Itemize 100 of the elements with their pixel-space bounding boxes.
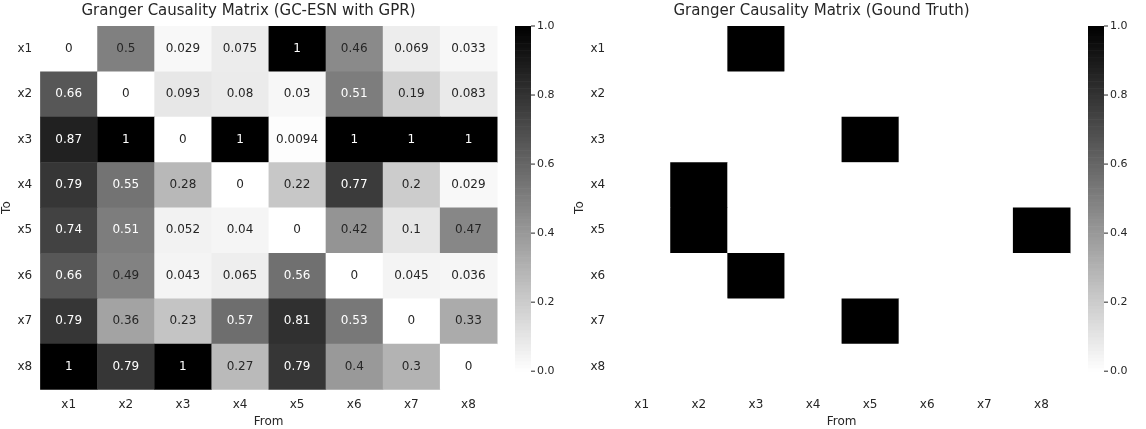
data-label: 0.79 [283,358,311,373]
color-bar-label: 0.6 [1110,156,1128,170]
data-label: 0 [179,131,187,146]
data-label: 0.3 [401,358,421,373]
data-label: 0.87 [55,131,83,146]
y-axis-title: To [572,201,587,215]
data-label: 0.033 [451,40,486,55]
data-label: 0.79 [112,358,140,373]
data-label: 0.5 [116,40,136,55]
data-label: 0.029 [451,177,486,192]
data-label: 0.53 [340,313,368,328]
data-label: 0.029 [165,40,201,55]
data-label: 1 [236,131,244,146]
data-label: 0 [407,313,416,328]
y-tick-label: x7 [590,313,606,328]
color-bar-label: 0.2 [1110,295,1128,309]
data-label: 0.66 [55,267,83,282]
data-label: 0.075 [222,40,258,55]
y-tick-label: x3 [17,131,33,146]
y-tick-label: x3 [590,131,606,146]
data-label: 0.77 [340,177,368,192]
y-tick-label: x4 [17,177,33,192]
x-tick-label: x6 [346,396,362,411]
y-axis-title: To [0,201,14,215]
data-label: 1 [179,358,187,373]
x-tick-label: x8 [1034,396,1049,411]
chart-title: Granger Causality Matrix (GC-ESN with GPR) [81,0,416,19]
data-label: 0.46 [340,40,368,55]
x-tick-label: x7 [976,396,992,411]
data-label: 0.052 [165,222,201,237]
data-label: 0.81 [283,313,311,328]
data-label: 0.0094 [276,131,319,146]
data-label: 0.036 [451,267,486,282]
x-tick-label: x4 [805,396,821,411]
y-tick-label: x5 [590,222,606,237]
color-bar-label: 0.4 [1110,225,1128,239]
data-label: 0.1 [401,222,421,237]
x-tick-label: x5 [289,396,305,411]
data-label: 1 [121,131,130,146]
color-bar-label: 0.2 [537,295,555,309]
data-label: 0.36 [112,313,140,328]
x-tick-label: x7 [403,396,419,411]
color-bar-label: 0.0 [537,364,555,378]
data-label: 0.043 [165,267,201,282]
y-tick-label: x5 [17,222,33,237]
data-label: 1 [464,131,473,146]
data-label: 0.51 [340,86,368,101]
data-label: 0.083 [451,86,486,101]
data-label: 0.79 [55,313,83,328]
data-label: 0.03 [283,86,311,101]
data-label: 1 [64,358,73,373]
x-tick-label: x2 [118,396,134,411]
y-tick-label: x2 [590,86,606,101]
data-label: 0.19 [397,86,425,101]
color-bar-label: 0.8 [1110,87,1128,101]
data-label: 0.04 [226,222,254,237]
data-label: 0.74 [55,222,83,237]
data-label: 0.33 [455,313,482,328]
color-bar-label: 0.8 [537,87,555,101]
data-label: 0.23 [169,313,197,328]
x-tick-label: x8 [461,396,476,411]
data-label: 0 [350,267,359,282]
data-label: 0.045 [394,267,429,282]
y-tick-label: x8 [590,358,606,373]
y-tick-label: x2 [17,86,33,101]
x-tick-label: x4 [232,396,248,411]
color-bar-label: 1.0 [1110,18,1128,32]
data-label: 0.51 [112,222,140,237]
y-tick-label: x7 [17,313,33,328]
color-bar-label: 1.0 [537,18,555,32]
y-tick-label: x6 [590,267,606,282]
data-label: 0.093 [165,86,201,101]
data-label: 0.79 [55,177,83,192]
x-tick-label: x1 [634,396,650,411]
data-label: 1 [350,131,359,146]
data-label: 0.42 [340,222,368,237]
data-label: 1 [407,131,416,146]
x-tick-label: x6 [919,396,935,411]
data-label: 0.4 [344,358,364,373]
y-tick-label: x1 [17,40,33,55]
data-label: 0.55 [112,177,140,192]
y-tick-label: x6 [17,267,33,282]
data-label: 0.22 [283,177,311,192]
y-tick-label: x1 [590,40,606,55]
color-bar-label: 0.6 [537,156,555,170]
data-label: 1 [293,40,301,55]
data-label: 0 [293,222,301,237]
x-axis-title: From [826,413,857,428]
data-label: 0.56 [283,267,311,282]
data-label: 0 [121,86,130,101]
color-bar-label: 0.0 [1110,364,1128,378]
data-label: 0.069 [394,40,429,55]
color-bar-label: 0.4 [537,225,555,239]
data-label: 0.66 [55,86,83,101]
x-tick-label: x3 [748,396,764,411]
data-label: 0 [64,40,73,55]
chart-title: Granger Causality Matrix (Gound Truth) [673,0,970,19]
y-tick-label: x4 [590,177,606,192]
x-tick-label: x3 [175,396,191,411]
data-label: 0.57 [226,313,254,328]
